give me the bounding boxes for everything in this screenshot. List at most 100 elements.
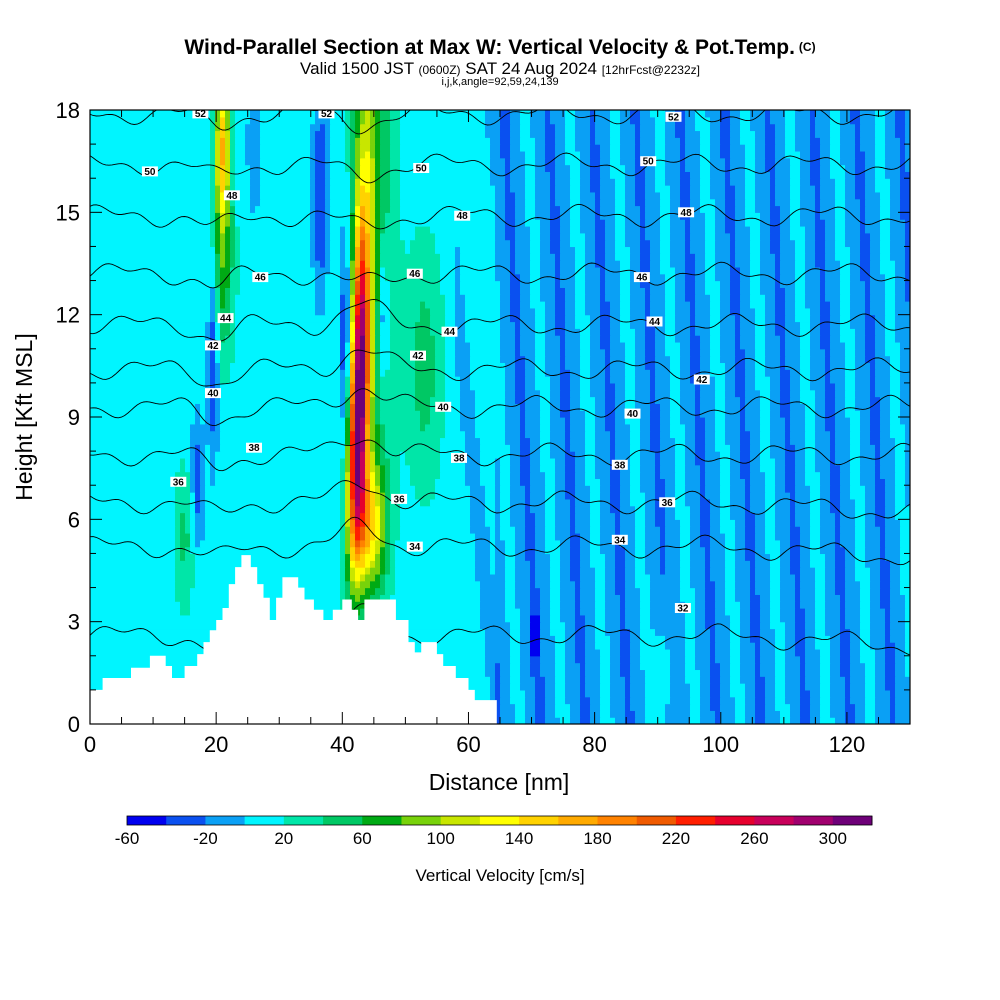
colorbar-tick-label: -20	[193, 829, 218, 848]
colorbar-swatch	[127, 816, 167, 825]
contour-label-38: 38	[246, 442, 262, 454]
chart-title-text: Wind-Parallel Section at Max W: Vertical…	[184, 36, 795, 59]
contour-label-32: 32	[674, 603, 691, 615]
terrain-profile	[90, 555, 497, 724]
valid-zulu: (0600Z)	[418, 63, 461, 77]
colorbar-tick-label: 220	[662, 829, 690, 848]
colorbar-swatch	[558, 816, 599, 825]
terrain	[90, 555, 497, 724]
contour-label-44: 44	[217, 313, 234, 325]
contour-label-text: 48	[681, 208, 693, 219]
colorbar-swatch	[675, 816, 716, 825]
isentrope-52	[90, 110, 894, 135]
x-axis-label: Distance [nm]	[429, 769, 570, 795]
contour-label-36: 36	[659, 497, 676, 509]
contour-label-text: 44	[649, 317, 661, 328]
x-tick-label: 80	[582, 732, 606, 757]
contour-label-text: 40	[207, 389, 219, 400]
colorbar-swatch	[636, 816, 677, 825]
colorbar-frame	[126, 815, 873, 826]
valid-time-line: Valid 1500 JST (0600Z) SAT 24 Aug 2024 […	[0, 59, 1000, 79]
contour-label-42: 42	[693, 374, 710, 386]
copyright-mark: (C)	[798, 40, 816, 54]
y-axis-label: Height [Kft MSL]	[11, 333, 37, 500]
potential-temperature-contours	[90, 110, 910, 656]
x-tick-label: 40	[330, 732, 354, 757]
vertical-velocity-field	[90, 110, 910, 724]
y-tick-label: 3	[68, 610, 80, 635]
colorbar-swatch	[715, 816, 755, 825]
y-tick-label: 18	[56, 98, 80, 123]
contour-label-36: 36	[391, 493, 408, 505]
x-tick-label: 100	[702, 732, 739, 757]
contour-label-text: 48	[226, 191, 238, 202]
contour-label-40: 40	[435, 401, 452, 413]
contour-label-text: 42	[412, 351, 424, 362]
colorbar-swatch	[793, 816, 834, 825]
contour-label-46: 46	[406, 268, 423, 280]
y-tick-label: 6	[68, 507, 80, 532]
isentrope-34	[90, 516, 910, 566]
colorbar-label: Vertical Velocity [cm/s]	[415, 866, 584, 885]
x-tick-label: 0	[84, 732, 96, 757]
colorbar: -60 -20 20 60 100 140 180 220 260 300	[115, 815, 873, 848]
contour-label-text: 52	[195, 109, 207, 120]
colorbar-swatch	[323, 816, 363, 825]
contour-label-text: 40	[438, 402, 450, 413]
x-tick-label: 60	[456, 732, 480, 757]
contour-label-text: 38	[453, 453, 465, 464]
contour-label-text: 32	[677, 604, 689, 615]
contour-label-40: 40	[205, 388, 221, 400]
contour-label-text: 42	[207, 341, 219, 352]
contour-label-text: 48	[457, 211, 469, 222]
contour-label-46: 46	[252, 272, 269, 284]
contour-label-text: 46	[409, 269, 421, 280]
contour-label-40: 40	[624, 408, 641, 420]
contour-label-38: 38	[451, 452, 467, 464]
contour-label-text: 44	[220, 314, 232, 325]
colorbar-tick-label: 60	[353, 829, 372, 848]
colorbar-tick-label: 20	[274, 829, 293, 848]
contour-label-text: 50	[416, 164, 428, 175]
contour-label-42: 42	[410, 350, 426, 362]
isentrope-42	[90, 349, 910, 387]
colorbar-swatch	[440, 816, 481, 825]
contour-label-text: 46	[255, 273, 267, 284]
isentrope-40	[90, 388, 910, 427]
isentrope-38	[90, 439, 910, 472]
contour-label-46: 46	[633, 272, 650, 284]
colorbar-swatch	[283, 816, 324, 825]
contour-label-text: 44	[444, 327, 456, 338]
contour-label-34: 34	[611, 534, 628, 546]
colorbar-swatch	[519, 816, 559, 825]
contour-label-34: 34	[406, 541, 423, 553]
colorbar-tick-label: 140	[505, 829, 533, 848]
colorbar-swatch	[401, 816, 442, 825]
contour-label-50: 50	[141, 166, 158, 178]
colorbar-swatch	[244, 816, 285, 825]
contour-label-text: 34	[409, 542, 421, 553]
contour-label-50: 50	[413, 163, 430, 175]
contour-label-52: 52	[665, 111, 682, 123]
y-tick-label: 0	[68, 712, 80, 737]
colorbar-swatch	[362, 816, 402, 825]
isentrope-48	[90, 203, 910, 230]
contour-label-text: 46	[636, 273, 648, 284]
contour-label-52: 52	[192, 109, 209, 120]
contour-label-text: 34	[614, 535, 626, 546]
x-tick-label: 120	[829, 732, 866, 757]
contour-label-42: 42	[205, 340, 221, 352]
contour-label-48: 48	[223, 190, 240, 202]
colorbar-tick-label: 260	[740, 829, 768, 848]
colorbar-tick-label: 100	[427, 829, 455, 848]
contour-label-text: 40	[627, 409, 639, 420]
colorbar-swatch	[205, 816, 246, 825]
colorbar-swatch	[479, 816, 520, 825]
contour-label-36: 36	[170, 476, 187, 488]
y-tick-label: 9	[68, 405, 80, 430]
contour-label-text: 38	[248, 443, 260, 454]
isentrope-50	[90, 152, 910, 184]
colorbar-tick-label: -60	[115, 829, 140, 848]
contour-label-text: 36	[662, 498, 674, 509]
